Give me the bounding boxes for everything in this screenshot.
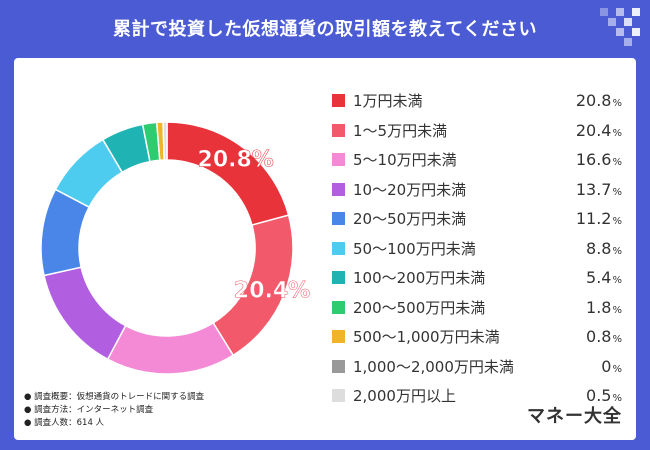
legend-label: 100〜200万円未満 bbox=[353, 269, 486, 288]
legend-item: 5〜10万円未満 16.6% bbox=[332, 145, 622, 175]
slice-label: 20.8% bbox=[198, 147, 274, 172]
chart-legend: 1万円未満 20.8% 1〜5万円未満 20.4% 5〜10万円未満 16.6% 10〜20… bbox=[332, 86, 622, 411]
slice-label: 20.4% bbox=[234, 279, 310, 304]
note-item: 調査人数：614 人 bbox=[24, 417, 204, 430]
legend-swatch bbox=[332, 389, 345, 403]
legend-item: 100〜200万円未満 5.4% bbox=[332, 263, 622, 293]
legend-label: 1,000〜2,000万円未満 bbox=[353, 357, 514, 376]
legend-swatch bbox=[332, 94, 345, 108]
legend-unit: % bbox=[612, 245, 622, 257]
legend-unit: % bbox=[612, 127, 622, 139]
legend-item: 1,000〜2,000万円未満 0% bbox=[332, 352, 622, 382]
donut-slice bbox=[166, 121, 290, 226]
legend-swatch bbox=[332, 123, 345, 137]
legend-unit: % bbox=[612, 98, 622, 110]
legend-label: 500〜1,000万円未満 bbox=[353, 328, 500, 347]
legend-swatch bbox=[332, 182, 345, 196]
legend-item: 10〜20万円未満 13.7% bbox=[332, 175, 622, 205]
legend-label: 1〜5万円未満 bbox=[353, 121, 448, 140]
legend-label: 5〜10万円未満 bbox=[353, 151, 457, 170]
legend-unit: % bbox=[612, 216, 622, 228]
legend-item: 20〜50万円未満 11.2% bbox=[332, 204, 622, 234]
legend-item: 500〜1,000万円未満 0.8% bbox=[332, 322, 622, 352]
legend-swatch bbox=[332, 271, 345, 285]
legend-unit: % bbox=[612, 334, 622, 346]
legend-item: 1〜5万円未満 20.4% bbox=[332, 116, 622, 146]
legend-value: 16.6% bbox=[575, 150, 622, 170]
legend-value: 11.2% bbox=[575, 209, 622, 229]
survey-notes: 調査概要：仮想通貨のトレードに関する調査 調査方法：インターネット調査 調査人数… bbox=[24, 391, 204, 430]
legend-value: 20.8% bbox=[575, 91, 622, 111]
legend-swatch bbox=[332, 300, 345, 314]
legend-unit: % bbox=[612, 363, 622, 375]
legend-value: 0.5% bbox=[586, 386, 622, 406]
legend-value: 1.8% bbox=[586, 297, 622, 317]
legend-value: 5.4% bbox=[586, 268, 622, 288]
donut-chart: 20.8% 20.4% bbox=[40, 121, 310, 375]
donut-slice bbox=[162, 121, 168, 161]
note-item: 調査概要：仮想通貨のトレードに関する調査 bbox=[24, 391, 204, 404]
legend-unit: % bbox=[612, 393, 622, 405]
legend-swatch bbox=[332, 241, 345, 255]
legend-item: 2,000万円以上 0.5% bbox=[332, 381, 622, 411]
legend-value: 13.7% bbox=[575, 179, 622, 199]
decoration-squares bbox=[600, 8, 640, 52]
legend-unit: % bbox=[612, 157, 622, 169]
note-item: 調査方法：インターネット調査 bbox=[24, 404, 204, 417]
legend-unit: % bbox=[612, 275, 622, 287]
legend-item: 200〜500万円未満 1.8% bbox=[332, 293, 622, 323]
legend-value: 20.4% bbox=[575, 120, 622, 140]
legend-label: 10〜20万円未満 bbox=[353, 180, 467, 199]
legend-swatch bbox=[332, 359, 345, 373]
legend-label: 2,000万円以上 bbox=[353, 387, 456, 406]
donut-slice bbox=[43, 266, 127, 361]
legend-item: 1万円未満 20.8% bbox=[332, 86, 622, 116]
page-title: 累計で投資した仮想通貨の取引額を教えてください bbox=[112, 19, 538, 40]
legend-swatch bbox=[332, 330, 345, 344]
legend-unit: % bbox=[612, 304, 622, 316]
legend-unit: % bbox=[612, 186, 622, 198]
legend-value: 0% bbox=[601, 356, 622, 376]
legend-swatch bbox=[332, 212, 345, 226]
legend-label: 1万円未満 bbox=[353, 92, 423, 111]
legend-value: 8.8% bbox=[586, 238, 622, 258]
legend-label: 50〜100万円未満 bbox=[353, 239, 476, 258]
legend-swatch bbox=[332, 153, 345, 167]
legend-label: 200〜500万円未満 bbox=[353, 298, 486, 317]
brand-logo: マネー大全 bbox=[527, 406, 622, 427]
legend-item: 50〜100万円未満 8.8% bbox=[332, 234, 622, 264]
chart-card: 20.8% 20.4% 1万円未満 20.8% 1〜5万円未満 20.4% 5〜10万円未… bbox=[14, 58, 636, 440]
legend-value: 0.8% bbox=[586, 327, 622, 347]
legend-label: 20〜50万円未満 bbox=[353, 210, 467, 229]
donut-slice bbox=[106, 321, 235, 375]
